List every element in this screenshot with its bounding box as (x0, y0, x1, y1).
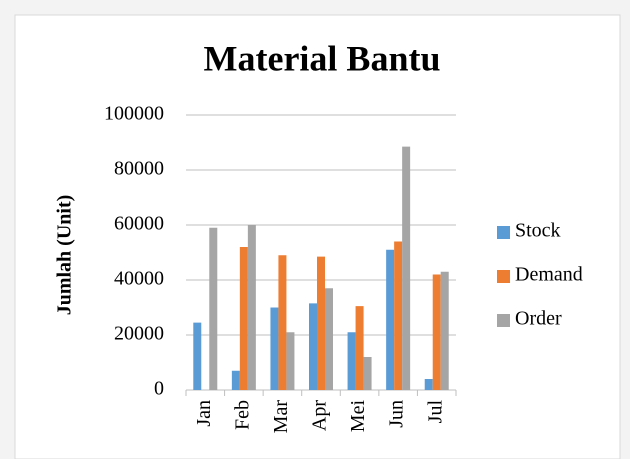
y-tick-label: 40000 (114, 268, 164, 290)
bar (278, 255, 287, 390)
y-axis-label: Jumlah (Unit) (54, 195, 76, 316)
x-tick-label: Jan (193, 400, 215, 427)
bar (424, 379, 433, 390)
x-tick-label: Apr (309, 400, 331, 431)
y-tick-label: 20000 (114, 323, 164, 345)
x-tick-label: Jun (386, 400, 408, 428)
x-tick-label: Mar (270, 400, 292, 434)
legend-swatch (497, 226, 510, 239)
legend-swatch (497, 270, 510, 283)
bar (309, 303, 317, 390)
bar (402, 146, 411, 390)
legend-label: Stock (515, 220, 561, 242)
bar (440, 271, 449, 390)
y-tick-label: 80000 (114, 158, 164, 180)
legend-label: Order (515, 308, 562, 330)
bar (247, 225, 256, 390)
legend-label: Demand (515, 264, 583, 286)
bar (239, 247, 248, 390)
y-tick-label: 60000 (114, 213, 164, 235)
x-tick-label: Feb (231, 400, 253, 430)
x-tick-label: Mei (347, 400, 369, 433)
bar (432, 274, 441, 390)
bar (363, 357, 372, 390)
y-tick-label: 0 (154, 378, 164, 400)
legend-swatch (497, 314, 510, 327)
bar (347, 332, 356, 390)
bar (394, 241, 403, 390)
bar (270, 307, 279, 390)
bar (193, 322, 202, 390)
bar (386, 249, 395, 390)
bar (317, 256, 325, 390)
y-tick-label: 100000 (104, 103, 164, 125)
bar (286, 332, 295, 390)
bar (209, 227, 218, 390)
chart-title: Material Bantu (204, 38, 441, 78)
x-tick-label: Jul (424, 400, 446, 424)
bar (325, 288, 333, 390)
bar (355, 306, 364, 390)
bar (231, 370, 240, 390)
